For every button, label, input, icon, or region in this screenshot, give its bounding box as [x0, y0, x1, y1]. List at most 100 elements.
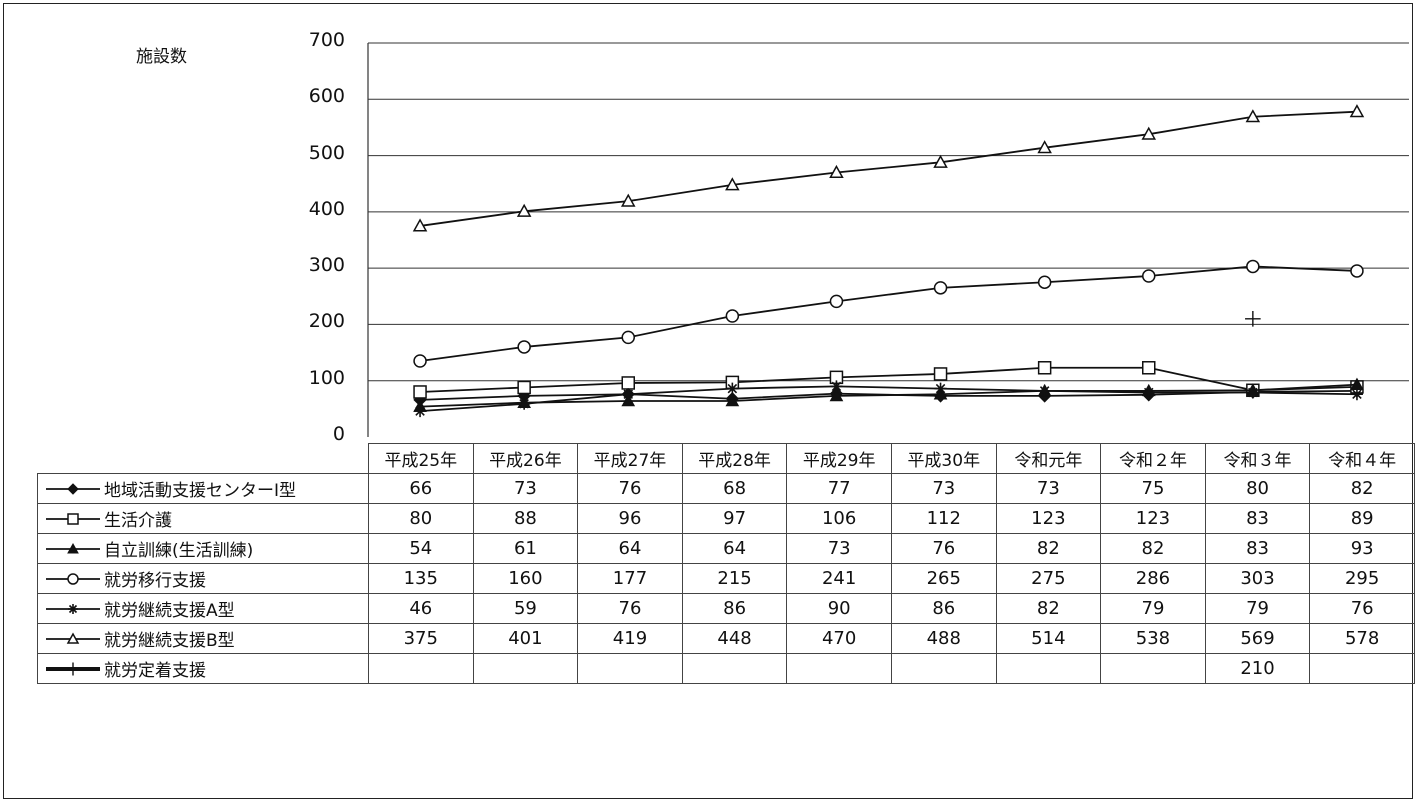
data-label: [368, 653, 474, 684]
marker-triangle-open: [620, 193, 636, 207]
y-tick-label: 300: [308, 254, 345, 277]
data-label: 76: [1309, 593, 1415, 624]
marker-asterisk: [518, 397, 531, 410]
marker-circle: [517, 340, 531, 354]
data-label: 89: [1309, 503, 1415, 534]
data-label: 82: [1309, 473, 1415, 504]
series-4: [414, 380, 1363, 418]
data-label: 160: [472, 563, 579, 594]
table-row: 自立訓練(生活訓練) 54 61 64 64 73 76 82 82 83 93: [37, 533, 1415, 564]
marker-triangle-open: [933, 154, 948, 168]
data-label: 73: [472, 473, 579, 504]
marker-asterisk: [1142, 386, 1155, 399]
data-label: 73: [995, 473, 1102, 504]
data-label: 93: [1309, 533, 1415, 564]
data-label: 86: [890, 593, 997, 624]
data-label: 66: [368, 473, 474, 504]
legend-entry: 生活介護: [37, 503, 369, 534]
legend-entry: 自立訓練(生活訓練): [37, 533, 369, 564]
y-tick-label: 700: [308, 29, 345, 51]
legend-symbol: [46, 631, 100, 644]
table-row: 就労移行支援 135 160 177 215 241 265 275 286 303 295: [37, 563, 1415, 594]
data-label: 64: [577, 533, 683, 564]
data-label: 419: [577, 623, 683, 654]
x-tick-label: 平成26年: [472, 443, 579, 474]
x-tick-label: 平成25年: [368, 443, 474, 474]
marker-triangle-open: [1141, 126, 1157, 140]
marker-asterisk: [1246, 386, 1259, 399]
data-label: 241: [786, 563, 892, 594]
marker-asterisk: [830, 380, 843, 393]
x-tick-label: 令和２年: [1100, 443, 1206, 474]
table-corner: [38, 444, 369, 474]
legend-symbol: [46, 662, 100, 675]
data-label: [472, 653, 579, 684]
legend-label: 就労定着支援: [104, 661, 206, 681]
series-line: [419, 265, 1357, 362]
legend-entry: 就労移行支援: [37, 563, 369, 594]
marker-triangle-open: [1037, 140, 1052, 154]
data-label: 80: [1204, 473, 1311, 504]
legend-entry: 就労定着支援: [37, 653, 369, 684]
table-row: 生活介護 80 88 96 97 106 112 123 123 83 89: [37, 503, 1415, 534]
data-label: 76: [890, 533, 997, 564]
data-label: 54: [368, 533, 474, 564]
data-label: 80: [368, 503, 474, 534]
marker-circle: [1350, 264, 1364, 278]
marker-square: [67, 512, 79, 525]
marker-plus: [66, 662, 80, 675]
y-tick-label: 100: [308, 366, 345, 389]
data-label: [1100, 653, 1206, 684]
data-label: 82: [1100, 533, 1206, 564]
x-tick-label: 令和３年: [1204, 443, 1311, 474]
marker-square: [1037, 361, 1052, 375]
data-label: 470: [786, 623, 892, 654]
marker-asterisk: [68, 603, 78, 614]
data-label: 215: [681, 563, 788, 594]
legend-symbol: [46, 542, 100, 553]
data-label: 59: [472, 593, 579, 624]
legend-symbol: [46, 572, 100, 585]
data-label: 61: [472, 533, 579, 564]
legend-label: 就労継続支援A型: [104, 601, 235, 621]
marker-triangle-open: [412, 218, 428, 232]
data-label: 68: [681, 473, 788, 504]
marker-circle: [67, 572, 79, 585]
series-line: [420, 383, 1357, 408]
data-label: [681, 653, 788, 684]
data-label: 88: [472, 503, 579, 534]
data-label: 76: [577, 593, 683, 624]
marker-square: [621, 376, 635, 390]
x-tick-label: 平成30年: [890, 443, 997, 474]
data-label: 73: [786, 533, 892, 564]
legend-label: 就労継続支援B型: [104, 631, 235, 651]
legend-label: 自立訓練(生活訓練): [104, 541, 254, 561]
y-tick-label: 400: [308, 197, 345, 220]
data-label: 286: [1100, 563, 1206, 594]
marker-triangle-filled: [725, 393, 740, 407]
marker-asterisk: [1038, 384, 1051, 397]
data-label: 448: [681, 623, 788, 654]
x-tick-label: 平成29年: [786, 443, 892, 474]
marker-triangle-open: [725, 177, 740, 191]
marker-asterisk: [622, 388, 635, 401]
data-label: 79: [1204, 593, 1311, 624]
data-label: 177: [577, 563, 683, 594]
marker-circle: [1142, 269, 1156, 283]
data-label: 514: [995, 623, 1102, 654]
data-label: [786, 653, 892, 684]
data-label: [577, 653, 683, 684]
data-label: 578: [1309, 623, 1415, 654]
data-label: 375: [368, 623, 474, 654]
marker-triangle-open: [66, 631, 80, 644]
marker-diamond: [67, 482, 79, 495]
marker-asterisk: [934, 382, 947, 395]
data-label: 83: [1204, 533, 1311, 564]
marker-triangle-open: [1349, 104, 1365, 118]
data-label: [995, 653, 1102, 684]
data-label: [1309, 653, 1415, 684]
marker-square: [517, 380, 531, 395]
data-label: 210: [1204, 653, 1311, 684]
series-6: [1245, 311, 1261, 327]
marker-triangle-open: [829, 164, 844, 179]
